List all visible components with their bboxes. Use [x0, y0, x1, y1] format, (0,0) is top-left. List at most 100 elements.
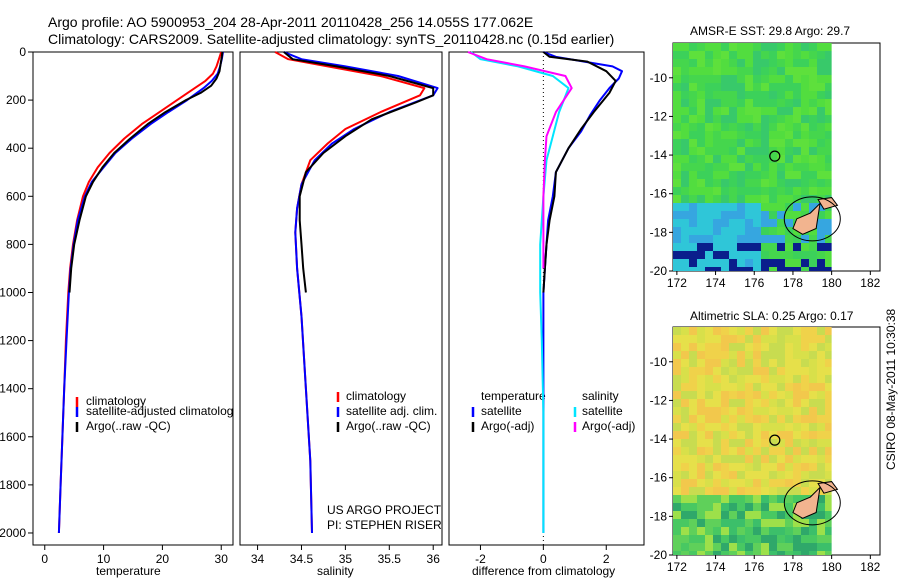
sla-grid-cell — [769, 415, 777, 423]
sst-grid-cell — [825, 163, 832, 171]
sla-grid-cell — [753, 391, 761, 399]
sla-grid-cell — [705, 543, 713, 551]
sst-grid-cell — [729, 123, 737, 131]
sst-grid-cell — [721, 187, 729, 195]
sst-grid-cell — [713, 107, 721, 115]
sst-grid-cell — [793, 251, 801, 259]
temperature-xtick-label: 30 — [215, 552, 229, 566]
sst-grid-cell — [761, 267, 769, 271]
sla-grid-cell — [697, 383, 705, 391]
sst-grid-cell — [809, 67, 817, 75]
sla-grid-cell — [785, 535, 793, 543]
sla-grid-cell — [729, 447, 737, 455]
sla-grid-cell — [721, 407, 729, 415]
sst-grid-cell — [689, 115, 697, 123]
sla-grid-cell — [793, 399, 801, 407]
sla-grid-cell — [801, 439, 809, 447]
sst-grid-cell — [721, 155, 729, 163]
sst-grid-cell — [697, 59, 705, 67]
sla-grid-cell — [801, 415, 809, 423]
sla-grid-cell — [689, 471, 697, 479]
sst-grid-cell — [753, 123, 761, 131]
sst-grid-cell — [777, 123, 785, 131]
sst-grid-cell — [697, 139, 705, 147]
sst-grid-cell — [769, 235, 777, 243]
sla-grid-cell — [809, 415, 817, 423]
sla-grid-cell — [785, 391, 793, 399]
sst-grid-cell — [777, 259, 785, 267]
difference-series-salinity-satellite — [470, 51, 570, 533]
sst-grid-cell — [817, 235, 825, 243]
sst-grid-cell — [793, 131, 801, 139]
sst-grid-cell — [761, 51, 769, 59]
sla-grid-cell — [777, 351, 785, 359]
sla-grid-cell — [705, 527, 713, 535]
sst-grid-cell — [785, 115, 793, 123]
sst-grid-cell — [745, 187, 753, 195]
sla-grid-cell — [817, 391, 825, 399]
sst-grid-cell — [801, 59, 809, 67]
sst-grid-cell — [713, 267, 721, 271]
sla-grid-cell — [753, 399, 761, 407]
sla-grid-cell — [825, 455, 832, 463]
sla-grid-cell — [825, 439, 832, 447]
sst-grid-cell — [745, 67, 753, 75]
sla-grid-cell — [825, 503, 832, 511]
sst-grid-cell — [681, 251, 689, 259]
sst-grid-cell — [681, 91, 689, 99]
sla-grid-cell — [745, 455, 753, 463]
sla-grid-cell — [689, 407, 697, 415]
sla-grid-cell — [769, 447, 777, 455]
sla-grid-cell — [777, 447, 785, 455]
sst-grid-cell — [721, 139, 729, 147]
sst-grid-cell — [809, 203, 817, 211]
sla-grid-cell — [697, 511, 705, 519]
temperature-ytick-label: 1600 — [0, 430, 26, 444]
sla-grid-cell — [801, 367, 809, 375]
sst-grid-cell — [697, 91, 705, 99]
sla-grid-cell — [777, 527, 785, 535]
sla-grid-cell — [753, 359, 761, 367]
sst-grid-cell — [809, 91, 817, 99]
sst-grid-cell — [721, 211, 729, 219]
sla-grid-cell — [825, 471, 832, 479]
sla-grid-cell — [777, 463, 785, 471]
sla-grid-cell — [769, 535, 777, 543]
sla-grid-cell — [737, 471, 745, 479]
sla-grid-cell — [729, 383, 737, 391]
sla-grid-cell — [809, 471, 817, 479]
sla-grid-cell — [729, 423, 737, 431]
temperature-panel: temperature climatology satellite-adjust… — [0, 45, 234, 578]
sla-ytick-label: -16 — [650, 471, 668, 485]
sst-grid-cell — [761, 171, 769, 179]
sla-grid-cell — [737, 439, 745, 447]
sst-grid-cell — [681, 131, 689, 139]
sla-grid-cell — [817, 487, 825, 495]
sla-grid-cell — [681, 335, 689, 343]
sla-grid-cell — [713, 423, 721, 431]
sla-grid-cell — [745, 535, 753, 543]
sst-grid-cell — [745, 139, 753, 147]
sst-grid-cell — [673, 83, 681, 91]
sst-grid-cell — [713, 123, 721, 131]
sla-grid-cell — [673, 399, 681, 407]
sla-grid-cell — [761, 527, 769, 535]
sla-grid-cell — [729, 391, 737, 399]
sst-grid-cell — [777, 139, 785, 147]
sla-grid-cell — [801, 527, 809, 535]
sst-grid-cell — [697, 107, 705, 115]
sla-grid-cell — [697, 399, 705, 407]
sla-grid-cell — [697, 375, 705, 383]
sla-grid-cell — [689, 391, 697, 399]
sst-grid-cell — [721, 75, 729, 83]
sst-grid-cell — [777, 155, 785, 163]
sst-grid-cell — [745, 131, 753, 139]
sst-grid-cell — [793, 75, 801, 83]
sla-grid-cell — [673, 391, 681, 399]
sla-reef-contour — [783, 480, 841, 526]
sla-grid-cell — [705, 471, 713, 479]
sla-grid-cell — [681, 407, 689, 415]
sst-xtick-label: 174 — [706, 276, 726, 290]
sst-grid-cell — [769, 171, 777, 179]
sst-grid-cell — [673, 211, 681, 219]
